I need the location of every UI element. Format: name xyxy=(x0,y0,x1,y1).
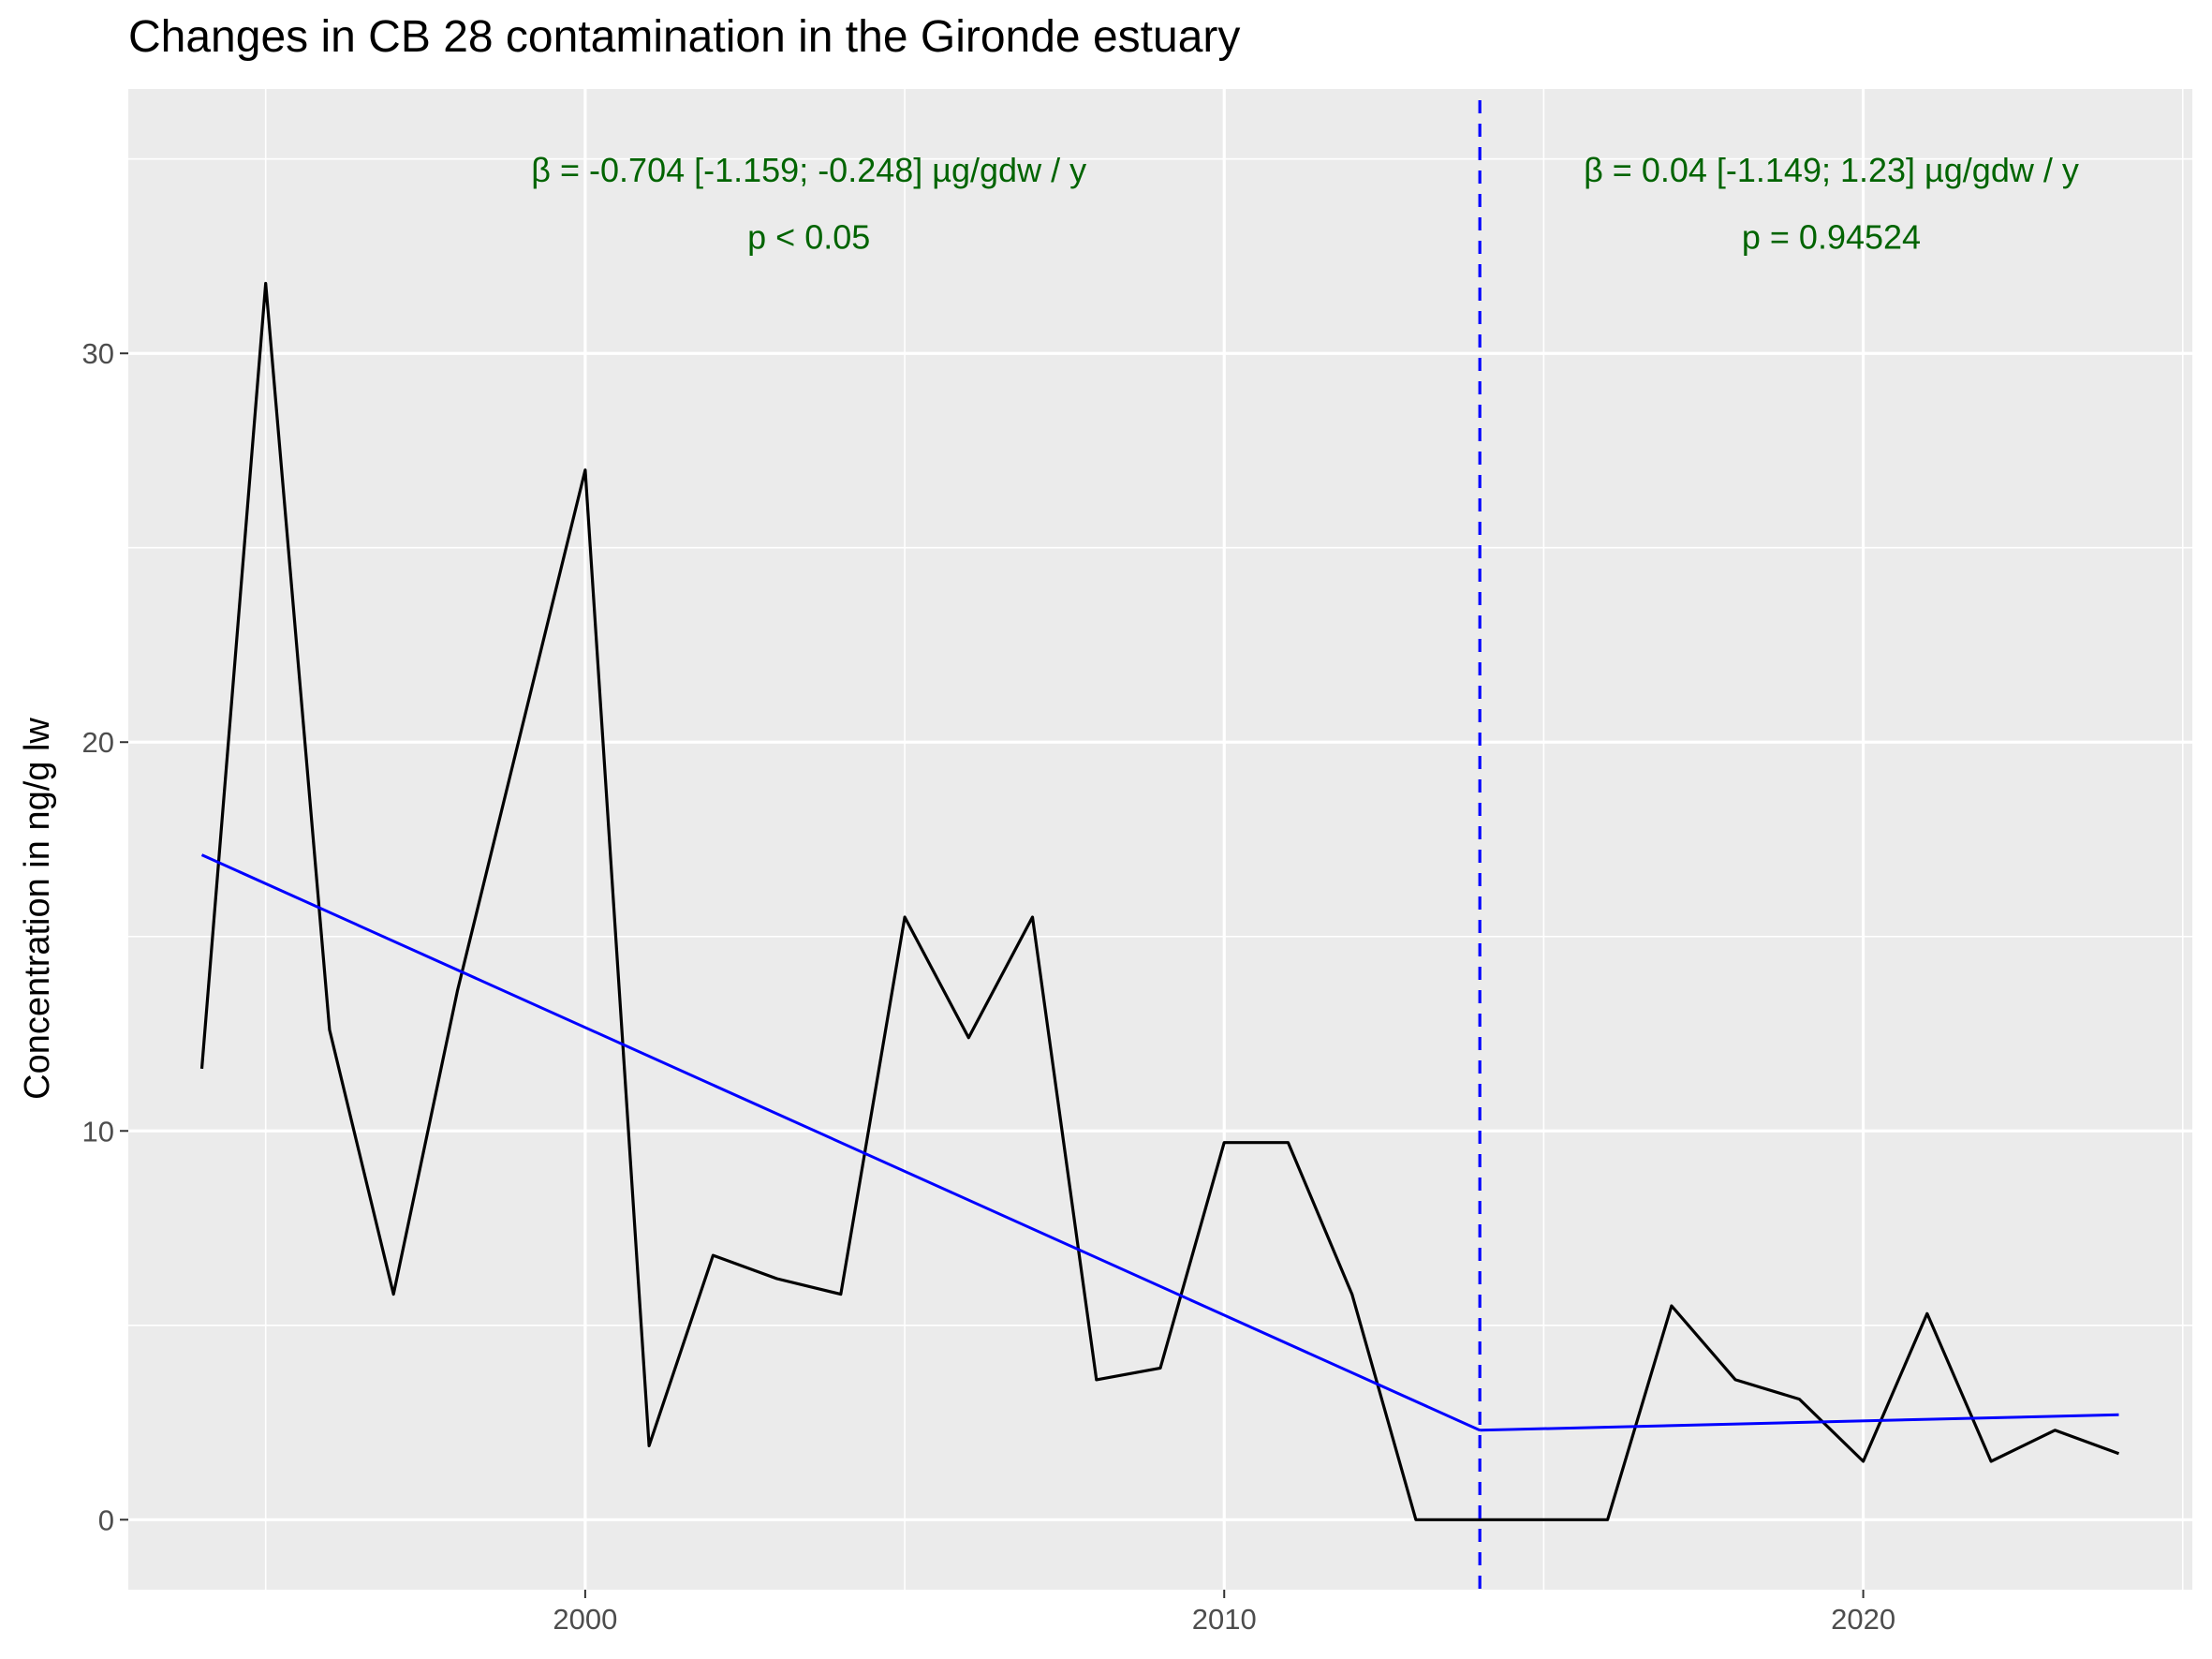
y-tick-label: 10 xyxy=(82,1115,114,1148)
x-tick-label: 2010 xyxy=(1192,1603,1257,1636)
trend-line-before-breakpoint xyxy=(200,853,1481,1432)
annotation-1-pvalue: p < 0.05 xyxy=(747,217,870,256)
y-axis-title: Concentration in ng/g lw xyxy=(18,718,57,1100)
chart-title: Changes in CB 28 contamination in the Gi… xyxy=(128,12,1241,62)
annotations: β = -0.704 [-1.159; -0.248] µg/gdw / y p … xyxy=(531,151,2079,256)
major-grid xyxy=(128,89,2192,1590)
axes: 2000 2010 2020 0 10 20 30 xyxy=(82,337,1896,1636)
y-tick-label: 20 xyxy=(82,726,114,759)
y-tick-label: 0 xyxy=(98,1503,114,1536)
trend-line-after-breakpoint xyxy=(1480,1413,2119,1432)
annotation-2-estimate: β = 0.04 [-1.149; 1.23] µg/gdw / y xyxy=(1584,151,2079,189)
annotation-2-pvalue: p = 0.94524 xyxy=(1742,217,1921,256)
y-tick-label: 30 xyxy=(82,337,114,370)
observed-series-line xyxy=(199,281,2120,1521)
plot-panel xyxy=(128,89,2192,1590)
annotation-1-estimate: β = -0.704 [-1.159; -0.248] µg/gdw / y xyxy=(531,151,1086,189)
x-tick-label: 2000 xyxy=(553,1603,617,1636)
x-tick-label: 2020 xyxy=(1831,1603,1895,1636)
chart-marks xyxy=(199,100,2120,1590)
minor-grid xyxy=(128,89,2192,1590)
